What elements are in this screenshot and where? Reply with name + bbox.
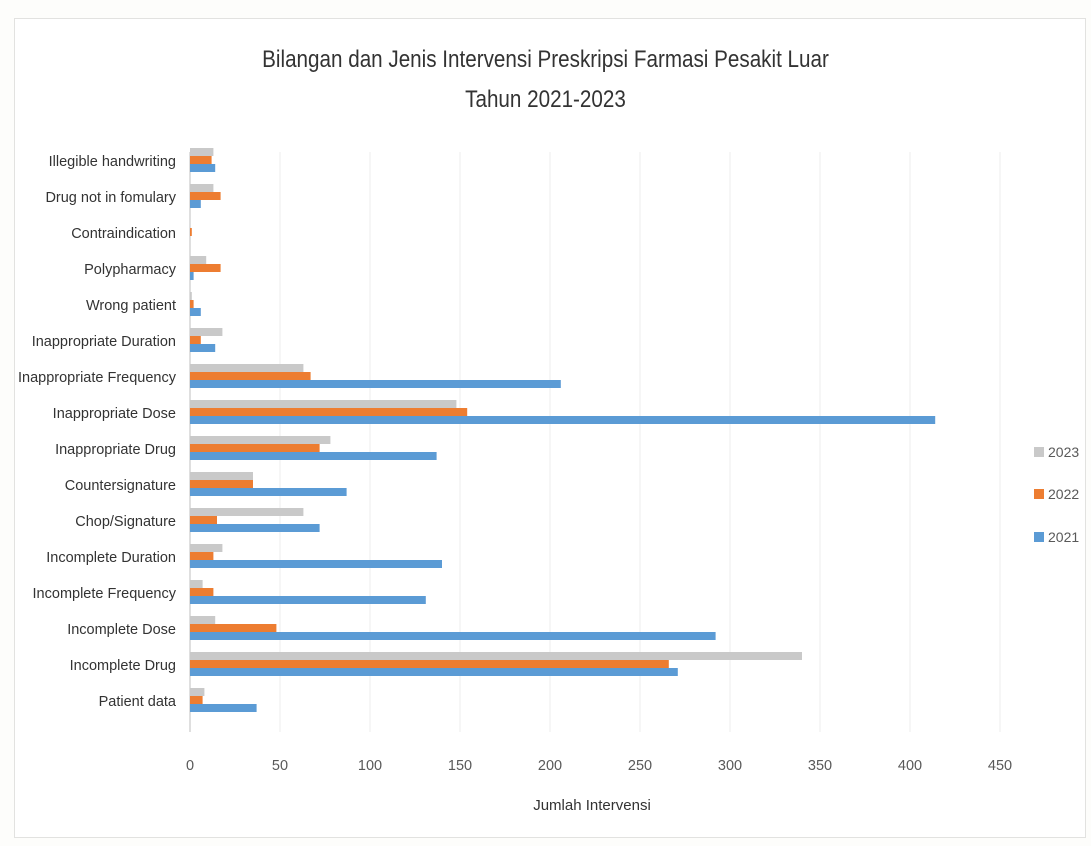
bar-2022	[190, 300, 194, 308]
bar-2021	[190, 452, 437, 460]
bar-2022	[190, 444, 320, 452]
legend-label-2023: 2023	[1048, 444, 1079, 460]
legend-label-2022: 2022	[1048, 486, 1079, 502]
bar-2022	[190, 696, 203, 704]
bar-2021	[190, 164, 216, 172]
chart-subtitle: Tahun 2021-2023	[465, 86, 626, 113]
bar-2023	[190, 544, 223, 552]
bar-2021	[190, 488, 347, 496]
bar-2023	[190, 652, 802, 660]
bar-2021	[190, 560, 442, 568]
x-tick-label: 0	[186, 758, 194, 774]
bar-2022	[190, 336, 201, 344]
x-tick-label: 300	[718, 758, 742, 774]
bar-2023	[190, 508, 304, 516]
category-label: Contraindication	[71, 226, 176, 242]
x-tick-label: 100	[358, 758, 382, 774]
x-tick-label: 450	[988, 758, 1012, 774]
bar-2023	[190, 184, 214, 192]
bar-2023	[190, 148, 214, 156]
bar-2021	[190, 344, 216, 352]
legend: 2023 2022 2021	[1034, 444, 1079, 545]
category-label: Inappropriate Drug	[55, 442, 176, 458]
category-labels: Patient data Incomplete Drug Incomplete Do…	[18, 154, 177, 710]
category-label: Wrong patient	[86, 298, 176, 314]
bar-2022	[190, 516, 217, 524]
bar-2023	[190, 364, 304, 372]
legend-swatch-2022	[1034, 489, 1044, 499]
bar-2022	[190, 156, 212, 164]
bar-2021	[190, 524, 320, 532]
bar-2022	[190, 660, 669, 668]
bar-2023	[190, 256, 207, 264]
category-label: Inappropriate Dose	[53, 406, 176, 422]
category-label: Patient data	[99, 694, 177, 710]
bar-2022	[190, 480, 253, 488]
x-tick-label: 250	[628, 758, 652, 774]
x-axis-title: Jumlah Intervensi	[533, 797, 651, 814]
legend-swatch-2023	[1034, 447, 1044, 457]
bar-2022	[190, 624, 277, 632]
category-label: Incomplete Frequency	[33, 586, 177, 602]
bar-2023	[190, 580, 203, 588]
bar-2023	[190, 328, 223, 336]
bar-2023	[190, 400, 457, 408]
bar-2021	[190, 596, 426, 604]
bar-2021	[190, 200, 201, 208]
category-label: Countersignature	[65, 478, 176, 494]
category-label: Chop/Signature	[75, 514, 176, 530]
category-label: Incomplete Duration	[46, 550, 176, 566]
bar-2021	[190, 308, 201, 316]
bar-2021	[190, 704, 257, 712]
legend-label-2021: 2021	[1048, 529, 1079, 545]
bar-2022	[190, 264, 221, 272]
category-label: Incomplete Dose	[67, 622, 176, 638]
category-label: Polypharmacy	[84, 262, 177, 278]
bar-2022	[190, 408, 468, 416]
bar-2022	[190, 192, 221, 200]
category-label: Inappropriate Duration	[32, 334, 176, 350]
category-label: Inappropriate Frequency	[18, 370, 177, 386]
category-label: Drug not in fomulary	[45, 190, 176, 206]
x-tick-label: 150	[448, 758, 472, 774]
bar-2023	[190, 616, 216, 624]
x-tick-labels: 0 50 100 150 200 250 300 350 400 450	[186, 758, 1012, 774]
bar-2023	[190, 688, 205, 696]
bar-2021	[190, 668, 678, 676]
x-tick-label: 50	[272, 758, 288, 774]
bar-2023	[190, 436, 331, 444]
bars	[190, 148, 936, 712]
x-tick-label: 200	[538, 758, 562, 774]
category-label: Incomplete Drug	[70, 658, 176, 674]
bar-2023	[190, 472, 253, 480]
x-tick-label: 400	[898, 758, 922, 774]
bar-2022	[190, 588, 214, 596]
bar-2021	[190, 416, 936, 424]
bar-2022	[190, 372, 311, 380]
x-tick-label: 350	[808, 758, 832, 774]
bar-2021	[190, 380, 561, 388]
category-label: Illegible handwriting	[49, 154, 176, 170]
bar-2023	[190, 292, 192, 300]
legend-swatch-2021	[1034, 532, 1044, 542]
bar-2022	[190, 552, 214, 560]
bar-2021	[190, 632, 716, 640]
bar-2022	[190, 228, 192, 236]
chart-title: Bilangan dan Jenis Intervensi Preskripsi…	[262, 46, 829, 73]
bar-2021	[190, 272, 194, 280]
